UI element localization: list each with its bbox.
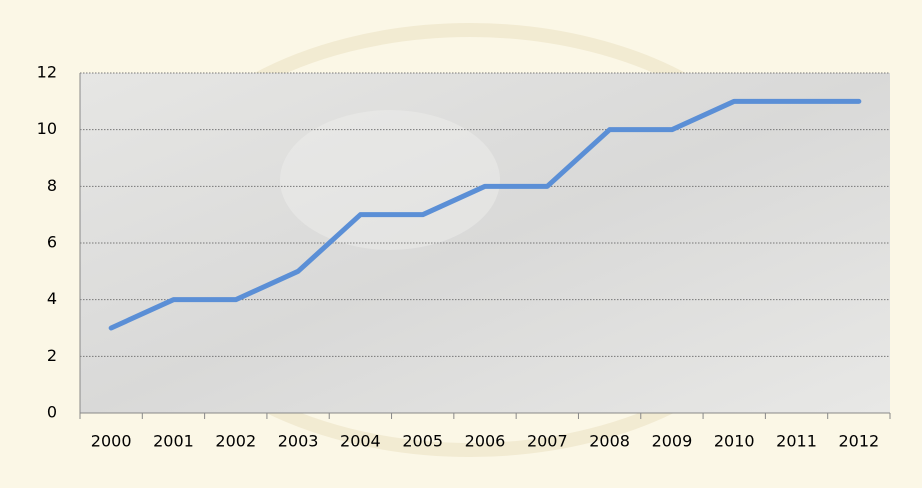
x-tick-label: 2012: [838, 432, 879, 451]
x-tick-label: 2001: [153, 432, 194, 451]
x-tick-label: 2003: [278, 432, 319, 451]
x-tick-label: 2008: [589, 432, 630, 451]
y-tick-label: 2: [47, 346, 57, 365]
x-tick-label: 2004: [340, 432, 381, 451]
x-tick-label: 2002: [215, 432, 256, 451]
y-tick-label: 4: [47, 289, 57, 308]
x-tick-label: 2006: [465, 432, 506, 451]
x-tick-label: 2011: [776, 432, 817, 451]
y-tick-label: 0: [47, 403, 57, 422]
background-decoration: [280, 110, 500, 250]
x-tick-label: 2009: [652, 432, 693, 451]
y-tick-label: 6: [47, 233, 57, 252]
x-tick-label: 2000: [91, 432, 132, 451]
y-tick-label: 10: [37, 119, 57, 138]
x-tick-label: 2010: [714, 432, 755, 451]
chart: 0 2 4 6 8 10 12 2000 2001 2002 2003 2004 2005 2006 200…: [0, 0, 922, 484]
x-tick-label: 2007: [527, 432, 568, 451]
y-tick-label: 12: [37, 63, 57, 82]
y-tick-label: 8: [47, 176, 57, 195]
x-tick-label: 2005: [402, 432, 443, 451]
